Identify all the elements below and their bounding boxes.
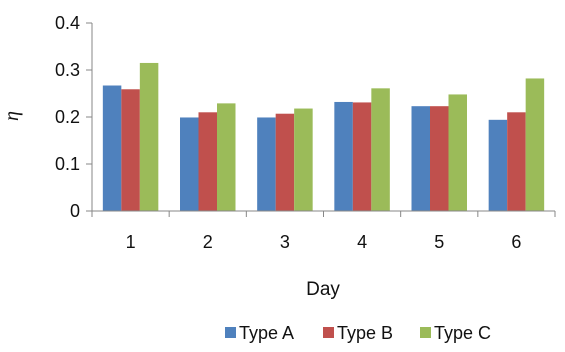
bar-type-a-day-5	[411, 106, 430, 211]
y-axis-title: η	[1, 111, 23, 121]
bar-type-b-day-5	[430, 106, 449, 211]
x-tick-label: 3	[280, 232, 290, 252]
x-tick-label: 1	[126, 232, 136, 252]
y-tick-label: 0.4	[55, 13, 80, 33]
bar-type-c-day-4	[371, 88, 390, 211]
bar-type-c-day-1	[139, 62, 159, 212]
bar-type-a-day-4	[334, 101, 353, 211]
x-tick-label: 6	[511, 232, 521, 252]
bar-type-c-day-5	[448, 94, 467, 211]
bar-type-b-day-4	[352, 102, 372, 211]
bar-type-a-day-1	[102, 85, 122, 211]
y-tick-label: 0.1	[55, 154, 80, 174]
legend-label-type-b: Type B	[337, 323, 393, 343]
x-tick-label: 5	[434, 232, 444, 252]
bar-type-c-day-6	[525, 78, 545, 212]
bar-type-b-day-6	[507, 112, 526, 211]
legend-label-type-a: Type A	[239, 323, 294, 343]
bar-type-b-day-1	[121, 89, 140, 211]
y-tick-label: 0.3	[55, 60, 80, 80]
x-tick-label: 4	[357, 232, 367, 252]
bar-type-c-day-3	[294, 108, 313, 211]
legend: Type A Type B Type C	[225, 323, 491, 343]
bar-type-c-day-2	[217, 103, 236, 211]
bar-type-a-day-3	[257, 117, 276, 211]
y-tick-label: 0	[70, 201, 80, 221]
legend-label-type-c: Type C	[434, 323, 491, 343]
plot-area: 0 0.1 0.2 0.3 0.4 1 2 3 4 5 6	[55, 13, 556, 252]
bar-type-b-day-2	[198, 112, 217, 211]
bar-type-a-day-2	[180, 117, 199, 211]
bar-type-a-day-6	[488, 119, 508, 211]
legend-swatch-type-c	[420, 327, 431, 338]
legend-swatch-type-a	[225, 327, 236, 338]
y-tick-label: 0.2	[55, 107, 80, 127]
x-tick-label: 2	[203, 232, 213, 252]
bar-type-b-day-3	[275, 113, 295, 211]
x-axis-title: Day	[306, 279, 340, 300]
legend-swatch-type-b	[323, 327, 334, 338]
